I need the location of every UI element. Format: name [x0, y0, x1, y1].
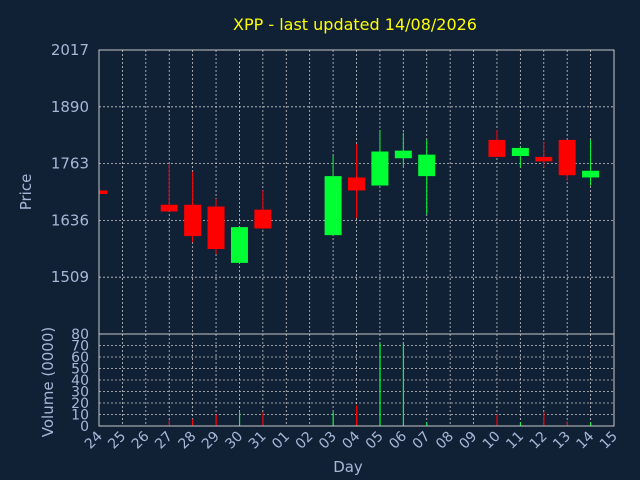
candle — [230, 227, 248, 263]
x-axis-label: Day — [333, 458, 363, 476]
volume-y-tick-label: 50 — [71, 362, 89, 378]
candle — [511, 146, 529, 168]
x-tick-label: 27 — [152, 429, 176, 453]
candle-body — [394, 150, 412, 159]
volume-bar — [590, 422, 592, 426]
x-tick-label: 11 — [503, 429, 527, 453]
price-panel: 1509 1636 1763 1890 2017 — [51, 41, 615, 335]
candle-body — [207, 206, 225, 250]
x-tick-label: 10 — [480, 429, 504, 453]
volume-bar — [192, 419, 194, 426]
candle — [160, 163, 178, 212]
candlesticks — [98, 130, 600, 263]
candle-body — [324, 176, 342, 236]
candle-body — [254, 209, 272, 229]
volume-y-tick-label: 30 — [71, 385, 89, 401]
price-y-tick-label: 1636 — [51, 211, 89, 229]
candle-body — [418, 154, 436, 177]
x-tick-label: 12 — [527, 429, 551, 453]
candle — [371, 130, 389, 186]
x-tick-label: 08 — [433, 429, 457, 453]
volume-bar — [566, 421, 568, 426]
volume-bar — [426, 422, 428, 426]
volume-bar — [356, 405, 358, 426]
candle-body — [230, 227, 248, 263]
volume-bars — [168, 343, 592, 426]
volume-bar — [168, 420, 170, 426]
x-tick-label: 30 — [222, 429, 246, 453]
volume-y-tick-label: 10 — [71, 408, 89, 424]
volume-bar — [332, 412, 334, 426]
candle — [394, 132, 412, 167]
x-tick-label: 03 — [316, 429, 340, 453]
candle-body — [99, 190, 108, 195]
x-tick-label: 09 — [456, 429, 480, 453]
candle-body — [348, 177, 365, 191]
volume-bar — [215, 414, 217, 426]
x-tick-label: 31 — [246, 429, 270, 453]
x-tick-label: 04 — [339, 428, 363, 452]
candle-body — [558, 139, 576, 176]
volume-y-tick-label: 70 — [71, 339, 89, 355]
candle-body — [488, 139, 506, 157]
candle — [582, 139, 600, 186]
price-axis-label: Price — [17, 174, 35, 211]
volume-y-tick-label: 20 — [71, 396, 89, 412]
volume-bar — [262, 412, 264, 426]
price-y-tick-label: 1890 — [51, 98, 89, 116]
volume-y-tick-label: 40 — [71, 373, 89, 389]
volume-bar — [543, 412, 545, 426]
x-tick-label: 29 — [199, 429, 223, 453]
price-y-tick-label: 2017 — [51, 41, 89, 59]
candle-body — [371, 151, 389, 186]
volume-y-tick-label: 0 — [80, 419, 89, 435]
candle-body — [160, 204, 178, 212]
price-y-tick-label: 1509 — [51, 268, 89, 286]
x-tick-label: 01 — [269, 429, 293, 453]
x-tick-label: 07 — [410, 429, 434, 453]
x-tick-label: 15 — [597, 429, 621, 453]
candle — [184, 171, 202, 243]
x-tick-label: 25 — [105, 429, 129, 453]
volume-bar — [402, 343, 405, 426]
x-tick-label: 13 — [550, 429, 574, 453]
chart-title: XPP - last updated 14/08/2026 — [233, 15, 477, 34]
price-y-tick-label: 1763 — [51, 155, 89, 173]
candle-body — [184, 204, 202, 237]
volume-bar — [496, 414, 498, 426]
x-ticks: 24 25 26 27 28 29 30 31 01 02 03 04 05 06 07 08 09 10 11 12… — [82, 428, 621, 452]
x-tick-label: 26 — [129, 428, 153, 452]
candle — [348, 143, 365, 219]
candle — [254, 190, 272, 230]
candle-body — [582, 170, 600, 178]
x-tick-label: 02 — [293, 429, 317, 453]
volume-y-tick-label: 60 — [71, 350, 89, 366]
volume-y-tick-label: 80 — [71, 327, 89, 343]
x-tick-label: 14 — [573, 428, 597, 452]
volume-bar — [519, 422, 522, 426]
candle — [488, 130, 506, 157]
candle — [535, 141, 553, 168]
candle-body — [535, 156, 553, 162]
volume-frame — [98, 333, 615, 427]
volume-bar — [379, 343, 381, 426]
candle — [98, 190, 108, 195]
candle-body — [511, 147, 529, 156]
x-tick-label: 05 — [363, 429, 387, 453]
candle — [418, 139, 436, 215]
volume-bar — [238, 412, 241, 426]
x-tick-label: 28 — [176, 429, 200, 453]
candle — [207, 198, 225, 254]
candle — [324, 155, 342, 236]
x-tick-label: 06 — [386, 428, 410, 452]
volume-axis-label: Volume (0000) — [39, 327, 57, 437]
price-y-ticks: 1509 1636 1763 1890 2017 — [51, 41, 89, 286]
candle — [558, 139, 576, 181]
